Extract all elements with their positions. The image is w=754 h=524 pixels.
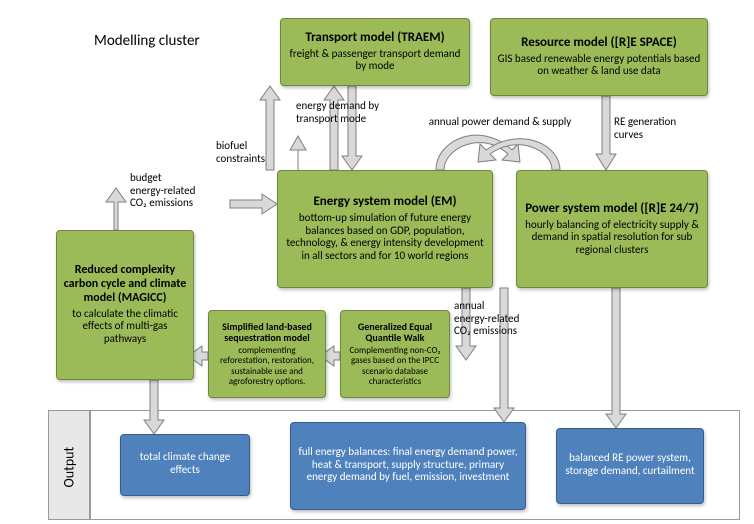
- label-energy-mode: energy demand by transport mode: [296, 100, 416, 125]
- node-seq-title: Simplified land-based sequestration mode…: [215, 321, 319, 344]
- node-quantile: Generalized Equal Quantile Walk Compleme…: [340, 310, 450, 398]
- node-out-power: balanced RE power system, storage demand…: [556, 428, 704, 504]
- diagram-heading: Modelling cluster: [94, 32, 200, 50]
- label-budget: budget energy-related CO₂ emissions: [130, 172, 230, 210]
- node-magicc-title: Reduced complexity carbon cycle and clim…: [63, 264, 187, 305]
- node-power-title: Power system model ([R]E 24/7): [525, 202, 699, 217]
- label-b1: budget: [130, 171, 162, 184]
- output-band-label: Output: [61, 446, 78, 488]
- node-quantile-title: Generalized Equal Quantile Walk: [347, 321, 443, 344]
- heading-line1: Modelling cluster: [94, 32, 200, 50]
- node-energy: Energy system model (EM) bottom-up simul…: [277, 170, 493, 288]
- node-transport-desc: freight & passenger transport demand by …: [287, 48, 463, 73]
- label-em2: transport mode: [296, 112, 366, 125]
- label-annual-power: annual power demand & supply: [425, 116, 575, 129]
- label-b3: CO₂ emissions: [130, 196, 193, 209]
- node-out-climate: total climate change effects: [120, 434, 250, 496]
- node-seq-desc: complementing reforestation, restoration…: [215, 346, 319, 387]
- node-power: Power system model ([R]E 24/7) hourly ba…: [516, 170, 708, 288]
- node-transport-title: Transport model (TRAEM): [305, 31, 444, 46]
- node-out-energy-title: full energy balances: final energy deman…: [297, 446, 519, 484]
- node-magicc-desc: to calculate the climatic effects of mul…: [63, 308, 187, 346]
- label-re-curves: RE generation curves: [614, 116, 714, 141]
- node-out-power-title: balanced RE power system, storage demand…: [563, 452, 697, 477]
- label-em1: energy demand by: [296, 99, 379, 112]
- node-resource-desc: GIS based renewable energy potentials ba…: [497, 53, 701, 78]
- node-quantile-desc: Complementing non-CO₂ gases based on the…: [347, 346, 443, 387]
- node-power-desc: hourly balancing of electricity supply &…: [523, 219, 701, 257]
- label-ac1: annual: [454, 299, 484, 312]
- node-out-climate-title: total climate change effects: [127, 451, 243, 476]
- node-resource: Resource model ([R]E SPACE) GIS based re…: [490, 18, 708, 96]
- label-annual-co2: annual energy-related CO₂ emissions: [454, 300, 554, 338]
- label-ac2: energy-related: [454, 312, 519, 325]
- node-energy-desc: bottom-up simulation of future energy ba…: [284, 212, 486, 263]
- node-energy-title: Energy system model (EM): [313, 195, 456, 210]
- node-transport: Transport model (TRAEM) freight & passen…: [280, 18, 470, 86]
- label-ac3: CO₂ emissions: [454, 324, 517, 337]
- label-re2: curves: [614, 128, 643, 141]
- node-sequestration: Simplified land-based sequestration mode…: [208, 310, 326, 398]
- label-biofuel: biofuel constraints: [216, 140, 280, 165]
- node-magicc: Reduced complexity carbon cycle and clim…: [56, 230, 194, 380]
- node-resource-title: Resource model ([R]E SPACE): [521, 36, 677, 51]
- label-b2: energy-related: [130, 184, 195, 197]
- node-out-energy: full energy balances: final energy deman…: [290, 422, 526, 510]
- label-re1: RE generation: [614, 115, 676, 128]
